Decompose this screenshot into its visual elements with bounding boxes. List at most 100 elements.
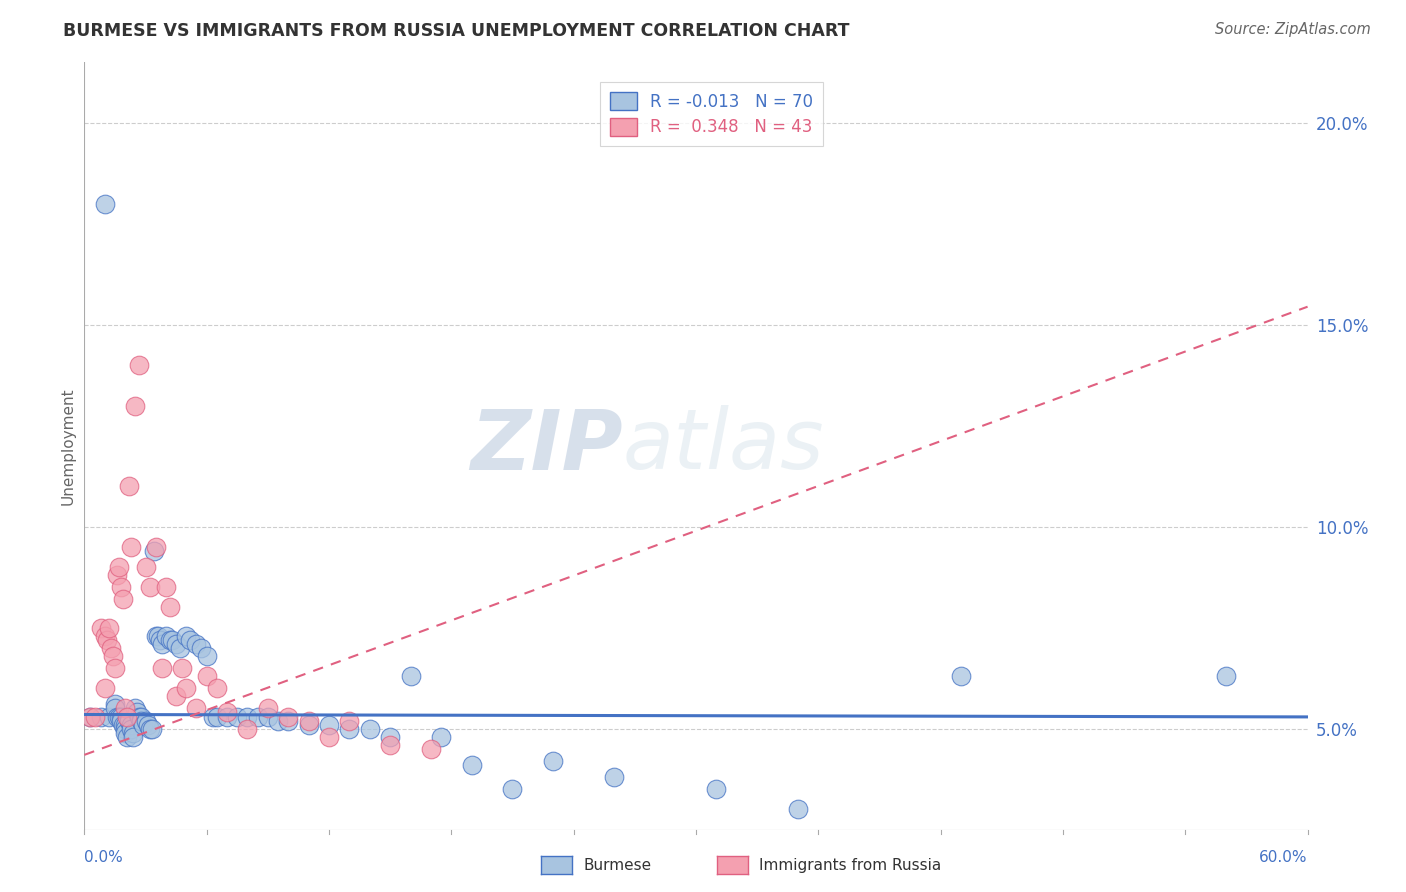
Point: [298, 714, 321, 728]
Point: [118, 714, 141, 728]
Point: [93, 196, 115, 211]
Point: [179, 632, 201, 647]
Point: [104, 661, 127, 675]
Point: [104, 701, 127, 715]
Point: [79, 709, 101, 723]
Point: [380, 730, 402, 744]
Point: [160, 632, 183, 647]
Point: [108, 709, 131, 723]
Point: [502, 782, 524, 797]
Point: [155, 629, 177, 643]
Point: [128, 709, 150, 723]
Point: [318, 730, 340, 744]
Point: [430, 730, 453, 744]
Point: [93, 629, 115, 643]
Point: [236, 709, 259, 723]
Point: [380, 738, 402, 752]
Point: [399, 669, 422, 683]
Point: [1215, 669, 1237, 683]
Point: [114, 701, 136, 715]
Point: [105, 709, 128, 723]
Point: [97, 709, 120, 723]
Point: [543, 754, 565, 768]
Point: [165, 637, 187, 651]
Point: [97, 621, 120, 635]
Text: atlas: atlas: [623, 406, 824, 486]
Point: [195, 648, 218, 663]
Point: [138, 580, 160, 594]
Point: [115, 730, 138, 744]
Point: [246, 709, 269, 723]
Point: [298, 717, 321, 731]
Point: [122, 730, 145, 744]
Point: [142, 544, 165, 558]
Point: [114, 717, 136, 731]
Point: [150, 637, 173, 651]
Point: [135, 560, 157, 574]
Point: [186, 637, 208, 651]
Point: [141, 722, 163, 736]
Point: [706, 782, 728, 797]
Point: [205, 709, 228, 723]
Text: 60.0%: 60.0%: [1260, 850, 1308, 864]
Legend: R = -0.013   N = 70, R =  0.348   N = 43: R = -0.013 N = 70, R = 0.348 N = 43: [600, 82, 824, 146]
Point: [114, 725, 136, 739]
Point: [118, 479, 141, 493]
Point: [146, 629, 169, 643]
Point: [110, 580, 132, 594]
Point: [339, 722, 361, 736]
Point: [128, 358, 150, 372]
Point: [118, 709, 141, 723]
Point: [112, 717, 135, 731]
Point: [100, 640, 122, 655]
Point: [190, 640, 212, 655]
Point: [108, 560, 131, 574]
Point: [90, 709, 112, 723]
Point: [105, 568, 128, 582]
Point: [359, 722, 381, 736]
Text: 0.0%: 0.0%: [84, 850, 124, 864]
Point: [339, 714, 361, 728]
Point: [257, 709, 280, 723]
Point: [83, 709, 105, 723]
Point: [603, 770, 626, 784]
Point: [127, 706, 149, 720]
Point: [110, 709, 132, 723]
Point: [226, 709, 249, 723]
Point: [277, 714, 299, 728]
Point: [93, 681, 115, 696]
Text: Burmese: Burmese: [583, 858, 651, 872]
Point: [217, 709, 239, 723]
Point: [155, 580, 177, 594]
Point: [174, 629, 197, 643]
Point: [257, 701, 280, 715]
Point: [120, 722, 142, 736]
Point: [150, 661, 173, 675]
Point: [236, 722, 259, 736]
Point: [149, 632, 172, 647]
Text: Immigrants from Russia: Immigrants from Russia: [759, 858, 942, 872]
Point: [96, 632, 118, 647]
Point: [145, 540, 167, 554]
Point: [124, 701, 146, 715]
Point: [165, 690, 187, 704]
Point: [172, 661, 194, 675]
Y-axis label: Unemployment: Unemployment: [60, 387, 76, 505]
Point: [138, 722, 160, 736]
Point: [169, 640, 191, 655]
Point: [132, 717, 155, 731]
Text: Source: ZipAtlas.com: Source: ZipAtlas.com: [1215, 22, 1371, 37]
Point: [112, 592, 135, 607]
Point: [101, 648, 124, 663]
Point: [136, 717, 159, 731]
Point: [787, 802, 810, 816]
Text: ZIP: ZIP: [470, 406, 623, 486]
Point: [122, 725, 145, 739]
Point: [110, 714, 132, 728]
Point: [145, 629, 167, 643]
Point: [115, 709, 138, 723]
Point: [114, 722, 136, 736]
Point: [174, 681, 197, 696]
Point: [267, 714, 290, 728]
Text: BURMESE VS IMMIGRANTS FROM RUSSIA UNEMPLOYMENT CORRELATION CHART: BURMESE VS IMMIGRANTS FROM RUSSIA UNEMPL…: [63, 22, 849, 40]
